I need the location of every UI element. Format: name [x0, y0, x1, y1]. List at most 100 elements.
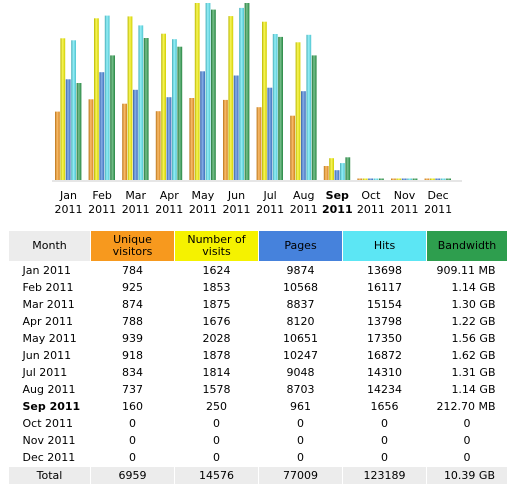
table-row: Aug 2011 737 1578 8703 14234 1.14 GB — [9, 381, 508, 398]
hits-column-header: Hits — [342, 230, 427, 262]
x-tick-month-jun: Jun — [227, 189, 245, 202]
bar-pages-feb — [99, 72, 105, 180]
table-header-row: Month Unique visitors Number of visits P… — [8, 230, 508, 262]
pages-cell: 8837 — [286, 298, 315, 311]
monthly-stats-table: Month Unique visitors Number of visits P… — [8, 230, 508, 485]
bar-unique-dec — [424, 178, 430, 180]
bar-bandwidth-dec — [446, 178, 451, 180]
hits-cell: 0 — [381, 417, 388, 430]
month-cell: Jun 2011 — [22, 349, 72, 362]
bar-visits-nov — [396, 178, 402, 180]
bar-pages-jan — [65, 79, 71, 180]
unique-visitors-cell: 788 — [122, 315, 143, 328]
bar-unique-nov — [391, 178, 396, 180]
visits-cell: 0 — [213, 451, 220, 464]
pages-column-header: Pages — [258, 230, 343, 262]
hits-cell: 0 — [381, 434, 388, 447]
x-tick-month-apr: Apr — [160, 189, 180, 202]
bar-visits-may — [194, 3, 200, 180]
bandwidth-cell: 0 — [463, 434, 471, 447]
bandwidth-cell: 1.14 GB — [451, 281, 496, 294]
hits-cell: 16872 — [367, 349, 402, 362]
hits-cell: 14310 — [367, 366, 402, 379]
pages-cell: 9874 — [286, 264, 315, 277]
visits-cell: 2028 — [202, 332, 231, 345]
x-tick-month-aug: Aug — [293, 189, 314, 202]
table-row-current-month: Sep 2011 160 250 961 1656 212.70 MB — [9, 398, 508, 415]
table-row: Nov 2011 0 0 0 0 0 — [9, 432, 508, 449]
bar-bandwidth-mar — [143, 38, 149, 180]
x-tick-year-apr: 2011 — [155, 203, 183, 216]
bar-bandwidth-apr — [177, 46, 183, 181]
pages-cell: 8120 — [286, 315, 315, 328]
bandwidth-cell: 1.62 GB — [451, 349, 496, 362]
bar-bandwidth-aug — [311, 55, 317, 180]
month-cell: Jan 2011 — [22, 264, 71, 277]
total-unique-visitors-cell: 6959 — [90, 466, 175, 485]
bandwidth-cell: 1.22 GB — [451, 315, 496, 328]
table-row: Oct 2011 0 0 0 0 0 — [9, 415, 508, 432]
table-row: Jan 2011 784 1624 9874 13698 909.11 MB — [9, 262, 508, 280]
unique-visitors-cell: 0 — [129, 451, 136, 464]
bandwidth-cell: 212.70 MB — [436, 400, 496, 413]
hits-cell: 0 — [381, 451, 388, 464]
bar-bandwidth-nov — [412, 178, 418, 180]
x-tick-month-jul: Jul — [262, 189, 276, 202]
bar-unique-aug — [290, 115, 295, 180]
unique-visitors-cell: 784 — [122, 264, 143, 277]
total-hits-cell: 123189 — [342, 466, 427, 485]
bar-pages-apr — [166, 97, 172, 180]
total-label-cell: Total — [8, 466, 91, 485]
x-tick-month-jan: Jan — [59, 189, 77, 202]
x-tick-year-may: 2011 — [189, 203, 217, 216]
visits-cell: 1875 — [202, 298, 231, 311]
bar-hits-nov — [407, 178, 412, 180]
month-column-header: Month — [8, 230, 91, 262]
table-total-row: Total 6959 14576 77009 123189 10.39 GB — [8, 466, 508, 485]
month-cell: Dec 2011 — [22, 451, 76, 464]
table-row: Feb 2011 925 1853 10568 16117 1.14 GB — [9, 279, 508, 296]
bar-bandwidth-sep — [345, 157, 351, 180]
bar-hits-may — [205, 3, 211, 180]
bar-bandwidth-may — [211, 9, 216, 180]
x-tick-year-jul: 2011 — [256, 203, 284, 216]
x-tick-year-dec: 2011 — [424, 203, 452, 216]
bar-hits-oct — [373, 178, 379, 180]
unique-visitors-cell: 0 — [129, 434, 136, 447]
bar-hits-mar — [138, 25, 144, 181]
month-cell: Aug 2011 — [22, 383, 76, 396]
bar-hits-jun — [239, 7, 244, 181]
pages-cell: 9048 — [286, 366, 315, 379]
bar-hits-sep — [340, 163, 345, 180]
total-pages-cell: 77009 — [258, 466, 343, 485]
month-cell: Sep 2011 — [22, 400, 81, 413]
hits-cell: 14234 — [367, 383, 402, 396]
chart-svg: Jan2011Feb2011Mar2011Apr2011May2011Jun20… — [52, 3, 462, 216]
visits-cell: 1853 — [202, 281, 231, 294]
bar-visits-dec — [430, 178, 435, 180]
x-tick-year-mar: 2011 — [122, 203, 150, 216]
bandwidth-cell: 0 — [463, 417, 471, 430]
x-tick-year-feb: 2011 — [88, 203, 116, 216]
bar-pages-aug — [301, 91, 306, 180]
bar-bandwidth-jun — [244, 3, 250, 180]
bar-visits-oct — [362, 178, 368, 180]
bar-visits-jan — [60, 38, 66, 180]
pages-cell: 10247 — [283, 349, 318, 362]
pages-cell: 10651 — [283, 332, 318, 345]
unique-visitors-cell: 834 — [122, 366, 143, 379]
bar-unique-mar — [122, 103, 127, 180]
visits-column-header: Number of visits — [174, 230, 259, 262]
bandwidth-cell: 1.31 GB — [451, 366, 496, 379]
hits-cell: 1656 — [370, 400, 399, 413]
bar-pages-oct — [368, 178, 373, 180]
bar-pages-jun — [233, 75, 239, 180]
unique-visitors-cell: 918 — [122, 349, 143, 362]
total-bandwidth-cell: 10.39 GB — [426, 466, 508, 485]
visits-cell: 1878 — [202, 349, 231, 362]
bar-pages-sep — [334, 170, 340, 180]
bar-unique-may — [189, 98, 195, 180]
visits-cell: 0 — [213, 434, 220, 447]
bar-hits-jan — [71, 40, 76, 180]
unique-visitors-cell: 874 — [122, 298, 143, 311]
